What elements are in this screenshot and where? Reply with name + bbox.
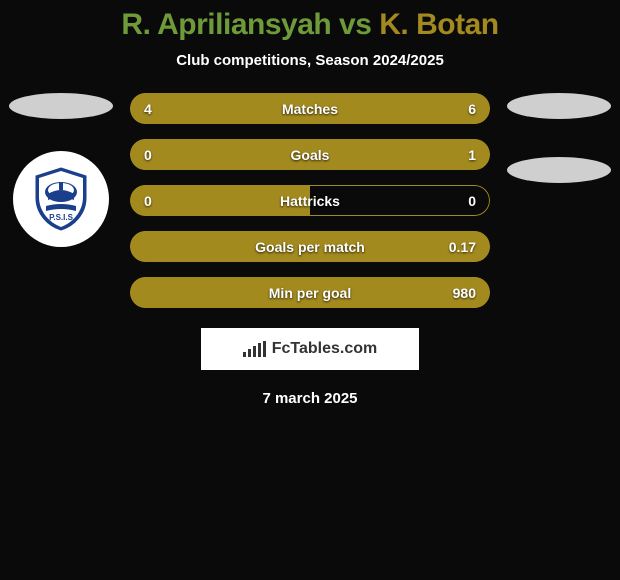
- player2-name: K. Botan: [379, 8, 498, 41]
- stat-bar: 0 Goals 1: [130, 139, 490, 170]
- player2-club-placeholder: [507, 157, 611, 183]
- stat-bar: 4 Matches 6: [130, 93, 490, 124]
- stat-left-value: 0: [144, 193, 152, 209]
- player1-club-badge: P.S.I.S: [13, 151, 109, 247]
- stat-right-value: 980: [453, 285, 476, 301]
- stats-bars: 4 Matches 6 0 Goals 1 0 Hattricks 0 Goals per mat…: [116, 93, 504, 308]
- subtitle: Club competitions, Season 2024/2025: [0, 52, 620, 69]
- stat-right-value: 0: [468, 193, 476, 209]
- page-title: R. Apriliansyah vs K. Botan: [0, 0, 620, 42]
- player1-avatar-placeholder: [9, 93, 113, 119]
- club-crest-icon: P.S.I.S: [26, 164, 96, 234]
- stat-left-value: 0: [144, 147, 152, 163]
- brand-attribution: FcTables.com: [201, 328, 419, 370]
- stat-label: Matches: [282, 101, 338, 117]
- stat-left-value: 4: [144, 101, 152, 117]
- stat-label: Min per goal: [269, 285, 351, 301]
- stat-bar: Goals per match 0.17: [130, 231, 490, 262]
- date-label: 7 march 2025: [0, 390, 620, 407]
- stat-right-value: 0.17: [449, 239, 476, 255]
- vs-text: vs: [331, 8, 379, 41]
- left-column: P.S.I.S: [6, 93, 116, 247]
- comparison-row: P.S.I.S 4 Matches 6 0 Goals 1 0 Hattricks 0 Goals…: [0, 93, 620, 308]
- brand-label: FcTables.com: [272, 340, 378, 358]
- player1-name: R. Apriliansyah: [121, 8, 331, 41]
- stat-right-value: 1: [468, 147, 476, 163]
- svg-text:P.S.I.S: P.S.I.S: [49, 213, 74, 222]
- stat-bar: Min per goal 980: [130, 277, 490, 308]
- stat-label: Goals: [291, 147, 330, 163]
- player2-avatar-placeholder: [507, 93, 611, 119]
- right-column: [504, 93, 614, 183]
- chart-icon: [243, 341, 266, 357]
- stat-right-value: 6: [468, 101, 476, 117]
- stat-label: Goals per match: [255, 239, 365, 255]
- stat-bar: 0 Hattricks 0: [130, 185, 490, 216]
- stat-label: Hattricks: [280, 193, 340, 209]
